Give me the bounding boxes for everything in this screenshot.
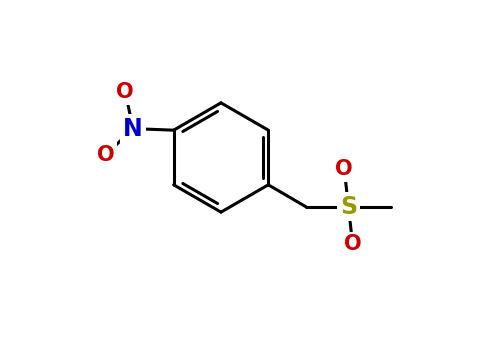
Text: S: S — [340, 195, 357, 219]
Text: O: O — [117, 82, 134, 102]
Text: N: N — [123, 117, 143, 140]
Text: O: O — [344, 234, 362, 254]
Text: O: O — [97, 145, 115, 165]
Text: O: O — [335, 159, 353, 179]
